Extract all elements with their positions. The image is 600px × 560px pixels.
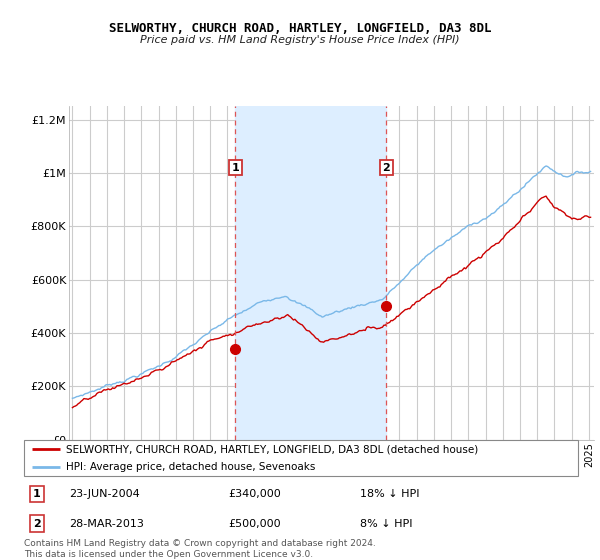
- FancyBboxPatch shape: [24, 440, 578, 477]
- Text: 2: 2: [33, 519, 41, 529]
- Text: 8% ↓ HPI: 8% ↓ HPI: [360, 519, 413, 529]
- Bar: [235, 106, 386, 440]
- Text: 23-JUN-2004: 23-JUN-2004: [69, 489, 140, 499]
- Text: 2: 2: [382, 163, 390, 172]
- Text: Price paid vs. HM Land Registry's House Price Index (HPI): Price paid vs. HM Land Registry's House …: [140, 35, 460, 45]
- Text: 18% ↓ HPI: 18% ↓ HPI: [360, 489, 419, 499]
- Text: HPI: Average price, detached house, Sevenoaks: HPI: Average price, detached house, Seve…: [65, 462, 315, 472]
- Text: 1: 1: [33, 489, 41, 499]
- Text: 1: 1: [232, 163, 239, 172]
- Text: Contains HM Land Registry data © Crown copyright and database right 2024.
This d: Contains HM Land Registry data © Crown c…: [24, 539, 376, 559]
- Text: SELWORTHY, CHURCH ROAD, HARTLEY, LONGFIELD, DA3 8DL: SELWORTHY, CHURCH ROAD, HARTLEY, LONGFIE…: [109, 22, 491, 35]
- Text: £340,000: £340,000: [228, 489, 281, 499]
- Text: 28-MAR-2013: 28-MAR-2013: [69, 519, 144, 529]
- Text: SELWORTHY, CHURCH ROAD, HARTLEY, LONGFIELD, DA3 8DL (detached house): SELWORTHY, CHURCH ROAD, HARTLEY, LONGFIE…: [65, 444, 478, 454]
- Text: £500,000: £500,000: [228, 519, 281, 529]
